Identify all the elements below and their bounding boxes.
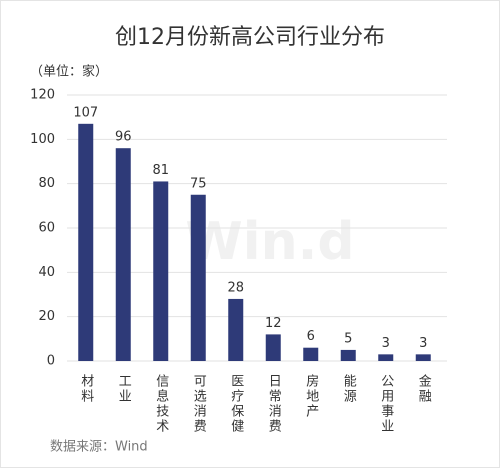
source-note: 数据来源：Wind [50, 440, 148, 455]
bar [153, 181, 169, 361]
bar [340, 349, 356, 361]
bar [415, 354, 431, 361]
bar [190, 194, 206, 361]
value-label: 96 [115, 130, 132, 145]
x-tick-label: 信息技术 [153, 374, 169, 434]
value-label: 6 [307, 329, 315, 344]
bar [265, 334, 281, 361]
value-label: 12 [265, 316, 282, 331]
value-label: 75 [190, 176, 207, 191]
x-tick-label: 公用事业 [378, 374, 394, 434]
bar [115, 148, 131, 361]
x-tick-label: 金融 [416, 373, 432, 404]
y-tick-label: 40 [38, 265, 55, 280]
value-label: 28 [227, 280, 244, 295]
bar [303, 347, 319, 361]
chart-title: 创12月份新高公司行业分布 [115, 25, 385, 50]
y-tick-label: 100 [30, 132, 55, 147]
x-tick-label: 可选消费 [191, 374, 207, 434]
value-label: 5 [344, 331, 352, 346]
x-tick-label: 工业 [116, 374, 132, 404]
value-label: 81 [152, 163, 169, 178]
value-label: 3 [382, 336, 390, 351]
bar [378, 354, 394, 361]
bar [228, 298, 244, 361]
bar [78, 123, 94, 361]
y-tick-label: 60 [38, 221, 55, 236]
x-tick-label: 材料 [78, 374, 94, 404]
x-tick-label: 房地产 [303, 373, 319, 419]
y-tick-label: 0 [47, 354, 55, 369]
x-tick-label: 能源 [341, 374, 357, 404]
y-tick-label: 80 [38, 176, 55, 191]
y-tick-label: 20 [38, 309, 55, 324]
x-tick-label: 医疗保健 [228, 374, 244, 434]
x-tick-label: 日常消费 [266, 374, 282, 434]
y-tick-label: 120 [30, 88, 55, 103]
unit-label: （单位：家） [30, 64, 108, 80]
watermark: Win.d [185, 212, 354, 272]
value-label: 107 [73, 105, 98, 120]
value-label: 3 [419, 336, 427, 351]
